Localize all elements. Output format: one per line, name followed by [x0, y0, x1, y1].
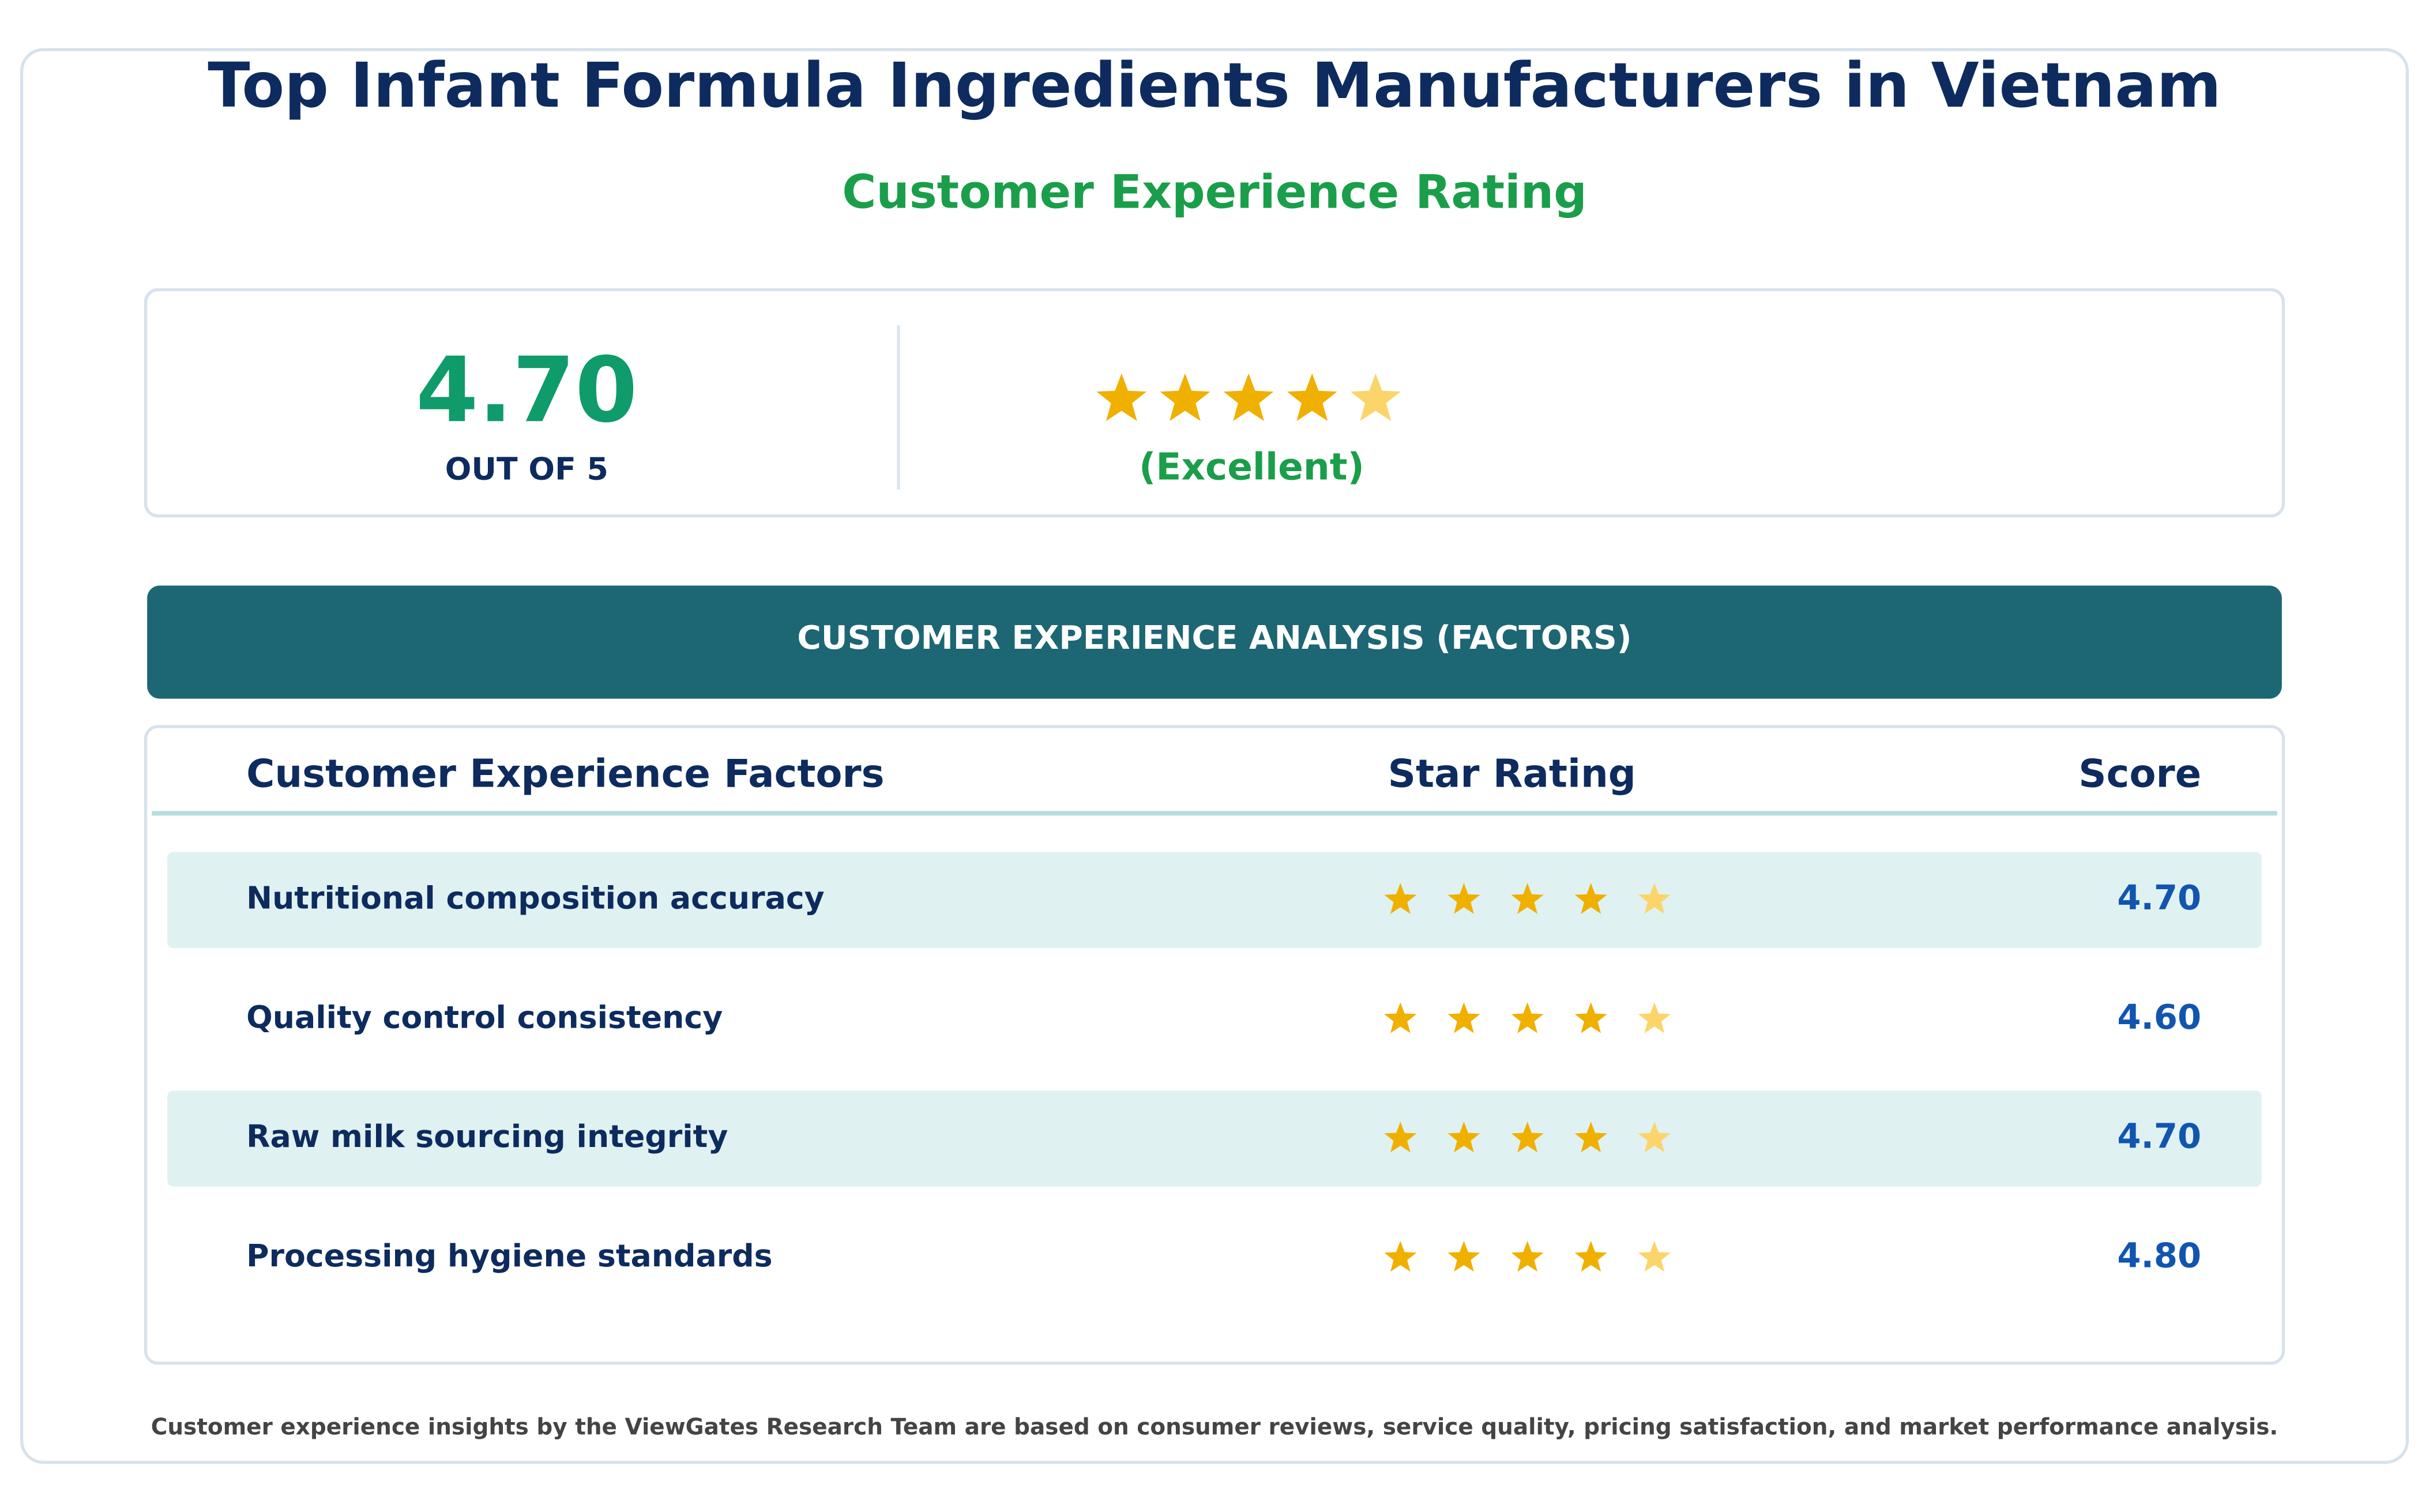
star — [1574, 1121, 1607, 1153]
star — [1384, 1002, 1417, 1033]
star — [1511, 1121, 1544, 1153]
star — [1384, 883, 1417, 914]
star — [1447, 1121, 1480, 1153]
factor-name: Quality control consistency — [246, 999, 723, 1035]
factor-score: 4.70 — [2117, 1116, 2201, 1156]
banner — [147, 585, 2282, 699]
star — [1574, 1240, 1607, 1272]
verdict: (Excellent) — [1139, 446, 1364, 489]
factor-name: Processing hygiene standards — [246, 1238, 773, 1274]
column-header: Score — [2078, 751, 2201, 796]
column-header: Customer Experience Factors — [246, 751, 885, 796]
star — [1447, 1002, 1480, 1033]
factor-score: 4.80 — [2117, 1235, 2201, 1275]
star — [1447, 1240, 1480, 1272]
row-stripe — [167, 1090, 2262, 1187]
star — [1384, 1121, 1417, 1153]
star — [1223, 373, 1274, 422]
title: Top Infant Formula Ingredients Manufactu… — [208, 50, 2221, 122]
star — [1574, 883, 1607, 914]
star — [1447, 883, 1480, 914]
footer: Customer experience insights by the View… — [151, 1414, 2278, 1440]
star — [1511, 1002, 1544, 1033]
star — [1574, 1002, 1607, 1033]
star — [1384, 1240, 1417, 1272]
star — [1350, 373, 1401, 422]
factor-name: Nutritional composition accuracy — [246, 879, 825, 916]
banner-text: CUSTOMER EXPERIENCE ANALYSIS (FACTORS) — [797, 619, 1631, 657]
star — [1096, 373, 1147, 422]
star — [1511, 1240, 1544, 1272]
factor-score: 4.60 — [2117, 997, 2201, 1037]
star — [1287, 373, 1337, 422]
star — [1638, 883, 1671, 914]
subtitle: Customer Experience Rating — [842, 166, 1587, 220]
factor-name: Raw milk sourcing integrity — [246, 1118, 728, 1154]
summary-box — [144, 288, 2285, 518]
column-header: Star Rating — [1388, 751, 1636, 796]
overall-score: 4.70 — [416, 337, 637, 442]
star — [1511, 883, 1544, 914]
scale-label: OUT OF 5 — [445, 450, 608, 487]
star — [1638, 1002, 1671, 1033]
star — [1160, 373, 1210, 422]
row-stripe — [167, 852, 2262, 949]
factor-score: 4.70 — [2117, 878, 2201, 917]
star — [1638, 1121, 1671, 1153]
star — [1638, 1240, 1671, 1272]
